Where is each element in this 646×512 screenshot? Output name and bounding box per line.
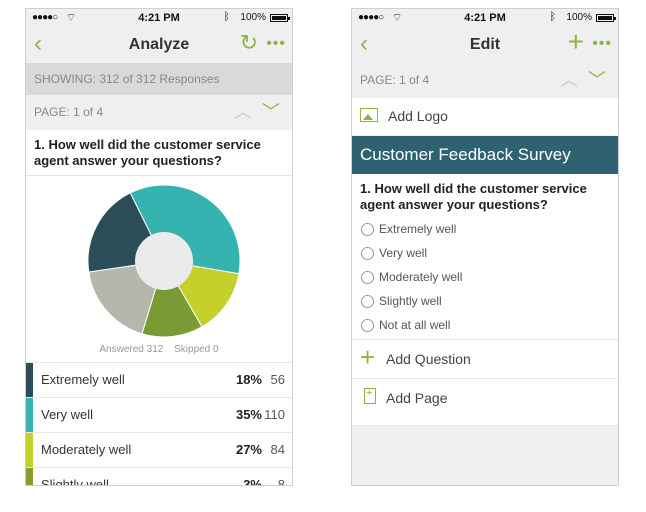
- answer-option[interactable]: Extremely well: [352, 219, 618, 243]
- battery-percent: 100%: [240, 12, 266, 23]
- radio-icon[interactable]: [361, 271, 374, 284]
- bluetooth-icon: ᛒ: [549, 11, 556, 23]
- divider: [26, 175, 292, 176]
- nav-bar: ‹ Edit + •••: [352, 27, 618, 63]
- chevron-down-icon[interactable]: ﹀: [588, 70, 606, 90]
- option-label: Not at all well: [379, 318, 451, 332]
- add-question-label: Add Question: [386, 351, 471, 367]
- more-icon[interactable]: •••: [592, 35, 612, 52]
- chevron-up-icon[interactable]: ︿: [560, 70, 578, 90]
- result-count: 110: [264, 407, 285, 422]
- result-label: Very well: [41, 407, 94, 422]
- result-percent: 18%: [235, 372, 262, 387]
- radio-icon[interactable]: [361, 247, 374, 260]
- result-label: Slightly well: [41, 477, 109, 486]
- battery-fill: [272, 16, 286, 20]
- page-bar: PAGE: 1 of 4 ︿ ﹀: [26, 95, 292, 130]
- result-percent: 3%: [243, 477, 262, 486]
- signal-icon: ●●●●○: [32, 12, 58, 23]
- empty-area: [352, 425, 618, 485]
- add-logo-label: Add Logo: [388, 108, 448, 124]
- showing-filter[interactable]: SHOWING: 312 of 312 Responses: [26, 63, 292, 95]
- color-swatch: [26, 363, 33, 397]
- chart-area: Answered 312 Skipped 0: [26, 176, 292, 362]
- result-row[interactable]: Very well 35% 110: [26, 398, 292, 433]
- status-bar: ●●●●○ ⌔ 4:21 PM ᛒ 100%: [26, 9, 292, 27]
- bluetooth-icon: ᛒ: [223, 11, 230, 23]
- response-stats: Answered 312 Skipped 0: [26, 344, 292, 355]
- page-bar: PAGE: 1 of 4 ︿ ﹀: [352, 63, 618, 98]
- pie-slice-2[interactable]: [141, 259, 203, 337]
- color-swatch: [26, 433, 33, 467]
- result-label: Moderately well: [41, 442, 132, 457]
- question-text[interactable]: 1. How well did the customer service age…: [360, 181, 587, 212]
- page-label: PAGE: 1 of 4: [34, 105, 104, 119]
- plus-icon[interactable]: +: [567, 26, 584, 57]
- battery-percent: 100%: [566, 12, 592, 23]
- add-page-button[interactable]: Add Page: [352, 378, 618, 417]
- answer-option[interactable]: Very well: [352, 243, 618, 267]
- answer-option[interactable]: Moderately well: [352, 267, 618, 291]
- battery-icon: [596, 14, 616, 22]
- radio-icon[interactable]: [361, 295, 374, 308]
- color-swatch: [26, 398, 33, 432]
- battery-icon: [270, 14, 290, 22]
- refresh-icon[interactable]: ↻: [239, 30, 258, 55]
- wifi-icon: ⌔: [392, 12, 403, 24]
- wifi-icon: ⌔: [66, 12, 77, 24]
- plus-icon: +: [360, 342, 376, 372]
- question-text: 1. How well did the customer service age…: [34, 137, 261, 168]
- result-count: 8: [277, 477, 285, 486]
- radio-icon[interactable]: [361, 319, 374, 332]
- answer-option[interactable]: Slightly well: [352, 291, 618, 315]
- status-time: 4:21 PM: [138, 12, 180, 24]
- nav-bar: ‹ Analyze ↻ •••: [26, 27, 292, 63]
- skipped-count: Skipped 0: [174, 344, 219, 355]
- chevron-down-icon[interactable]: ﹀: [262, 102, 280, 122]
- option-label: Extremely well: [379, 222, 457, 236]
- radio-icon[interactable]: [361, 223, 374, 236]
- result-percent: 35%: [235, 407, 262, 422]
- donut-chart[interactable]: [88, 185, 240, 337]
- result-row[interactable]: Moderately well 27% 84: [26, 433, 292, 468]
- back-chevron-icon[interactable]: ‹: [34, 30, 42, 57]
- page-label: PAGE: 1 of 4: [360, 73, 430, 87]
- add-question-button[interactable]: + Add Question: [352, 339, 618, 378]
- result-count: 56: [270, 372, 285, 387]
- result-label: Extremely well: [41, 372, 125, 387]
- more-icon[interactable]: •••: [266, 35, 286, 52]
- result-row[interactable]: Extremely well 18% 56: [26, 363, 292, 398]
- answer-option[interactable]: Not at all well: [352, 315, 618, 339]
- option-label: Slightly well: [379, 294, 442, 308]
- chevron-up-icon[interactable]: ︿: [234, 102, 252, 122]
- add-page-label: Add Page: [386, 390, 448, 406]
- option-label: Very well: [379, 246, 428, 260]
- page-title: Analyze: [128, 36, 190, 53]
- add-page-icon: [364, 387, 376, 404]
- signal-icon: ●●●●○: [358, 12, 384, 23]
- option-label: Moderately well: [379, 270, 463, 284]
- status-time: 4:21 PM: [464, 12, 506, 24]
- results-list: Extremely well 18% 56 Very well 35% 110 Modera…: [26, 363, 292, 486]
- battery-fill: [598, 16, 612, 20]
- pie-slice-0[interactable]: [129, 185, 240, 275]
- image-icon: [360, 108, 378, 122]
- add-logo-button[interactable]: Add Logo: [352, 98, 618, 136]
- analyze-screen: ●●●●○ ⌔ 4:21 PM ᛒ 100% ‹ Analyze ↻ ••• S…: [25, 8, 293, 486]
- result-count: 84: [270, 442, 285, 457]
- page-title: Edit: [469, 36, 501, 53]
- edit-screen: ●●●●○ ⌔ 4:21 PM ᛒ 100% ‹ Edit + ••• PAGE…: [351, 8, 619, 486]
- result-row[interactable]: Slightly well 3% 8: [26, 468, 292, 486]
- result-percent: 27%: [235, 442, 262, 457]
- donut-hole: [135, 232, 193, 290]
- status-bar: ●●●●○ ⌔ 4:21 PM ᛒ 100%: [352, 9, 618, 27]
- back-chevron-icon[interactable]: ‹: [360, 30, 368, 57]
- answered-count: Answered 312: [99, 344, 164, 355]
- survey-title[interactable]: Customer Feedback Survey: [352, 136, 618, 174]
- divider: [26, 362, 292, 363]
- color-swatch: [26, 468, 33, 485]
- answer-options: Extremely well Very well Moderately well Sl…: [352, 219, 618, 339]
